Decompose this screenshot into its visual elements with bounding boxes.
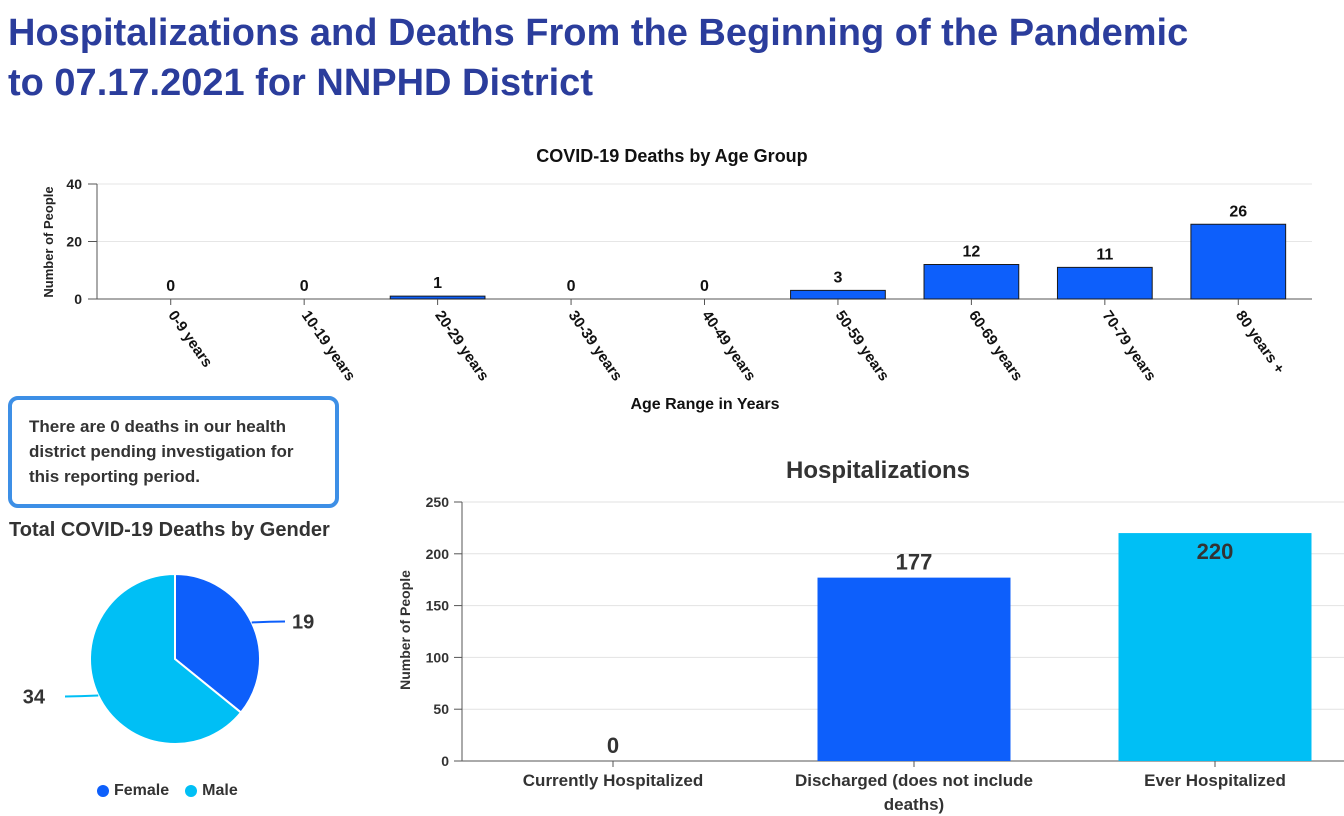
age-xtick-label: 80 years + xyxy=(1232,308,1288,378)
hospitalizations-chart: Hospitalizations Number of People 0 177 22… xyxy=(397,457,1344,814)
age-ytick-label: 20 xyxy=(66,234,82,250)
hosp-chart-ylabel: Number of People xyxy=(397,570,413,690)
hosp-bar xyxy=(1118,533,1312,761)
hosp-ytick-label: 200 xyxy=(426,546,450,562)
age-bar xyxy=(389,295,486,300)
page-title-line-1: Hospitalizations and Deaths From the Beg… xyxy=(8,12,1189,54)
age-xtick-label: 30-39 years xyxy=(565,308,626,385)
age-ytick-label: 0 xyxy=(74,291,82,307)
male-swatch xyxy=(185,785,198,797)
age-bar-value-label: 0 xyxy=(300,278,309,295)
pending-deaths-note: There are 0 deaths in our health distric… xyxy=(8,396,339,508)
legend-label-female: Female xyxy=(114,782,170,799)
pie-leader-line xyxy=(251,620,286,624)
age-bar-value-label: 11 xyxy=(1096,246,1113,263)
age-bar-value-label: 1 xyxy=(433,275,442,292)
age-xtick-label: 0-9 years xyxy=(164,308,215,371)
age-bar-value-label: 12 xyxy=(962,244,980,261)
page-title-line-2: to 07.17.2021 for NNPHD District xyxy=(8,62,593,104)
hosp-bar-value-label: 177 xyxy=(896,550,933,575)
age-chart-title: COVID-19 Deaths by Age Group xyxy=(536,146,807,166)
hosp-ytick-label: 50 xyxy=(433,701,449,717)
hosp-ytick-label: 100 xyxy=(426,649,450,665)
age-bar xyxy=(1056,266,1153,300)
age-bar-value-label: 26 xyxy=(1229,203,1247,220)
age-chart-ylabel: Number of People xyxy=(41,186,56,297)
hosp-xtick-label: Currently Hospitalized xyxy=(523,771,703,790)
hosp-xtick-label: Ever Hospitalized xyxy=(1144,771,1286,790)
age-bar xyxy=(1190,223,1287,300)
age-bar-value-label: 0 xyxy=(166,278,175,295)
page-title: Hospitalizations and Deaths From the Beg… xyxy=(8,8,1328,108)
age-bar-value-label: 0 xyxy=(567,278,576,295)
female-swatch xyxy=(97,785,109,797)
hosp-bar-value-label: 0 xyxy=(607,733,619,758)
legend-item-female: Female xyxy=(97,782,169,800)
gender-legend: Female Male xyxy=(97,782,238,800)
age-bar-value-label: 3 xyxy=(833,269,842,286)
legend-label-male: Male xyxy=(202,782,238,799)
pie-leader-line xyxy=(64,694,99,698)
hosp-ytick-label: 0 xyxy=(441,753,449,769)
hosp-bar-value-label: 220 xyxy=(1197,539,1234,564)
age-xtick-label: 50-59 years xyxy=(832,308,893,385)
pie-slice-female xyxy=(174,572,261,714)
pie-value-label: 19 xyxy=(292,612,314,634)
age-xtick-label: 10-19 years xyxy=(298,308,359,385)
age-bar-value-label: 0 xyxy=(700,278,709,295)
age-bar xyxy=(923,264,1020,300)
legend-item-male: Male xyxy=(185,782,238,800)
age-bar xyxy=(790,289,886,300)
gender-chart-title: Total COVID-19 Deaths by Gender xyxy=(9,519,330,541)
hosp-bar xyxy=(817,577,1011,761)
age-xtick-label: 70-79 years xyxy=(1099,308,1160,385)
pie-value-label: 34 xyxy=(23,686,46,708)
age-ytick-label: 40 xyxy=(66,176,82,192)
age-xtick-label: 20-29 years xyxy=(431,308,492,385)
age-chart-xlabel: Age Range in Years xyxy=(630,396,779,413)
pending-deaths-text: There are 0 deaths in our health distric… xyxy=(29,417,294,486)
pie-slice-male xyxy=(89,572,243,745)
hosp-ytick-label: 250 xyxy=(426,494,450,510)
age-xtick-label: 60-69 years xyxy=(965,308,1026,385)
hosp-ytick-label: 150 xyxy=(426,598,450,614)
age-deaths-chart: COVID-19 Deaths by Age Group Number of P… xyxy=(41,146,1312,413)
hosp-chart-title: Hospitalizations xyxy=(786,457,970,484)
hosp-xtick-label: Discharged (does not include deaths) xyxy=(795,771,1033,814)
age-xtick-label: 40-49 years xyxy=(698,308,759,385)
